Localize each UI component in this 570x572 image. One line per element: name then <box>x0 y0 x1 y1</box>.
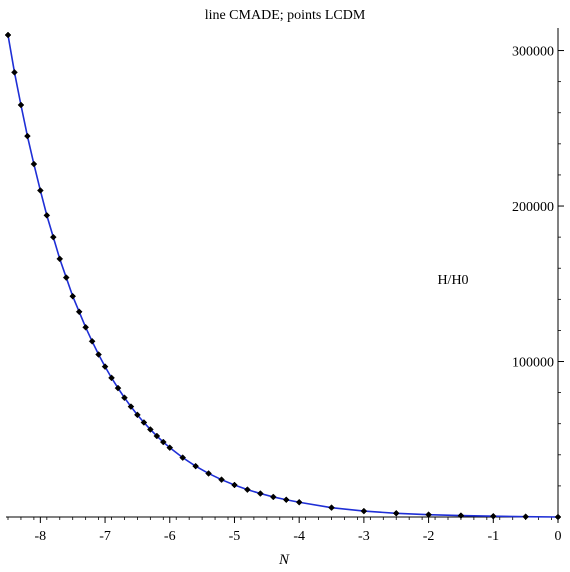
lcdm-point <box>146 426 154 433</box>
lcdm-point <box>244 486 251 493</box>
x-tick-label: -6 <box>164 529 176 544</box>
lcdm-point <box>392 509 400 517</box>
lcdm-point <box>231 481 238 489</box>
x-tick-label: -5 <box>229 529 241 544</box>
lcdm-point <box>179 454 187 461</box>
lcdm-point <box>121 394 128 402</box>
lcdm-point <box>43 212 51 219</box>
x-tick-label: -4 <box>293 529 305 544</box>
lcdm-point <box>75 308 83 316</box>
lcdm-point <box>140 419 148 426</box>
lcdm-point <box>108 374 115 382</box>
lcdm-point <box>88 337 96 345</box>
lcdm-point <box>30 160 38 168</box>
lcdm-point <box>218 476 225 484</box>
y-tick-label: 100000 <box>512 356 554 371</box>
lcdm-point <box>522 513 530 521</box>
lcdm-point <box>4 31 12 39</box>
x-tick-label: -3 <box>358 529 370 544</box>
lcdm-point <box>24 132 31 140</box>
lcdm-point <box>11 68 18 76</box>
x-tick-label: -2 <box>423 529 435 544</box>
x-tick-label: -1 <box>487 529 499 544</box>
lcdm-point <box>457 512 465 519</box>
lcdm-point <box>256 490 264 497</box>
x-axis-ticks: -8 -7 -6 -5 -4 -3 -2 -1 0 <box>7 517 562 544</box>
lcdm-point <box>114 384 122 392</box>
axes <box>6 28 560 518</box>
lcdm-point <box>282 496 290 504</box>
lcdm-point <box>205 470 212 477</box>
lcdm-point <box>159 438 167 446</box>
lcdm-point <box>134 411 141 419</box>
lcdm-point <box>56 255 64 263</box>
x-tick-label: -8 <box>35 529 47 544</box>
series-cmade-line <box>7 34 559 518</box>
lcdm-point <box>153 432 161 440</box>
lcdm-point <box>69 292 77 300</box>
chart-title: line CMADE; points LCDM <box>205 8 366 23</box>
y-tick-label: 200000 <box>512 200 554 215</box>
series-lcdm-points <box>4 31 562 521</box>
lcdm-point <box>360 507 368 515</box>
lcdm-point <box>95 351 102 358</box>
lcdm-point <box>62 274 70 281</box>
lcdm-point <box>82 323 90 331</box>
lcdm-point <box>269 493 277 501</box>
lcdm-point <box>101 363 109 371</box>
lcdm-point <box>17 101 25 109</box>
y-axis-ticks: 100000 200000 300000 <box>512 45 564 487</box>
lcdm-point <box>127 403 135 410</box>
cmade-line <box>7 34 559 518</box>
y-axis-label: H/H0 <box>437 273 468 288</box>
lcdm-point <box>49 233 57 241</box>
lcdm-point <box>425 511 432 519</box>
lcdm-point <box>489 512 497 520</box>
lcdm-point <box>554 513 562 521</box>
y-tick-label: 300000 <box>512 45 554 60</box>
x-tick-label: 0 <box>555 529 562 544</box>
x-axis-label: N <box>278 552 290 568</box>
lcdm-point <box>36 187 44 194</box>
lcdm-point <box>328 504 335 512</box>
lcdm-point <box>192 462 200 470</box>
lcdm-point <box>295 498 303 506</box>
lcdm-point <box>166 444 174 452</box>
x-tick-label: -7 <box>99 529 111 544</box>
